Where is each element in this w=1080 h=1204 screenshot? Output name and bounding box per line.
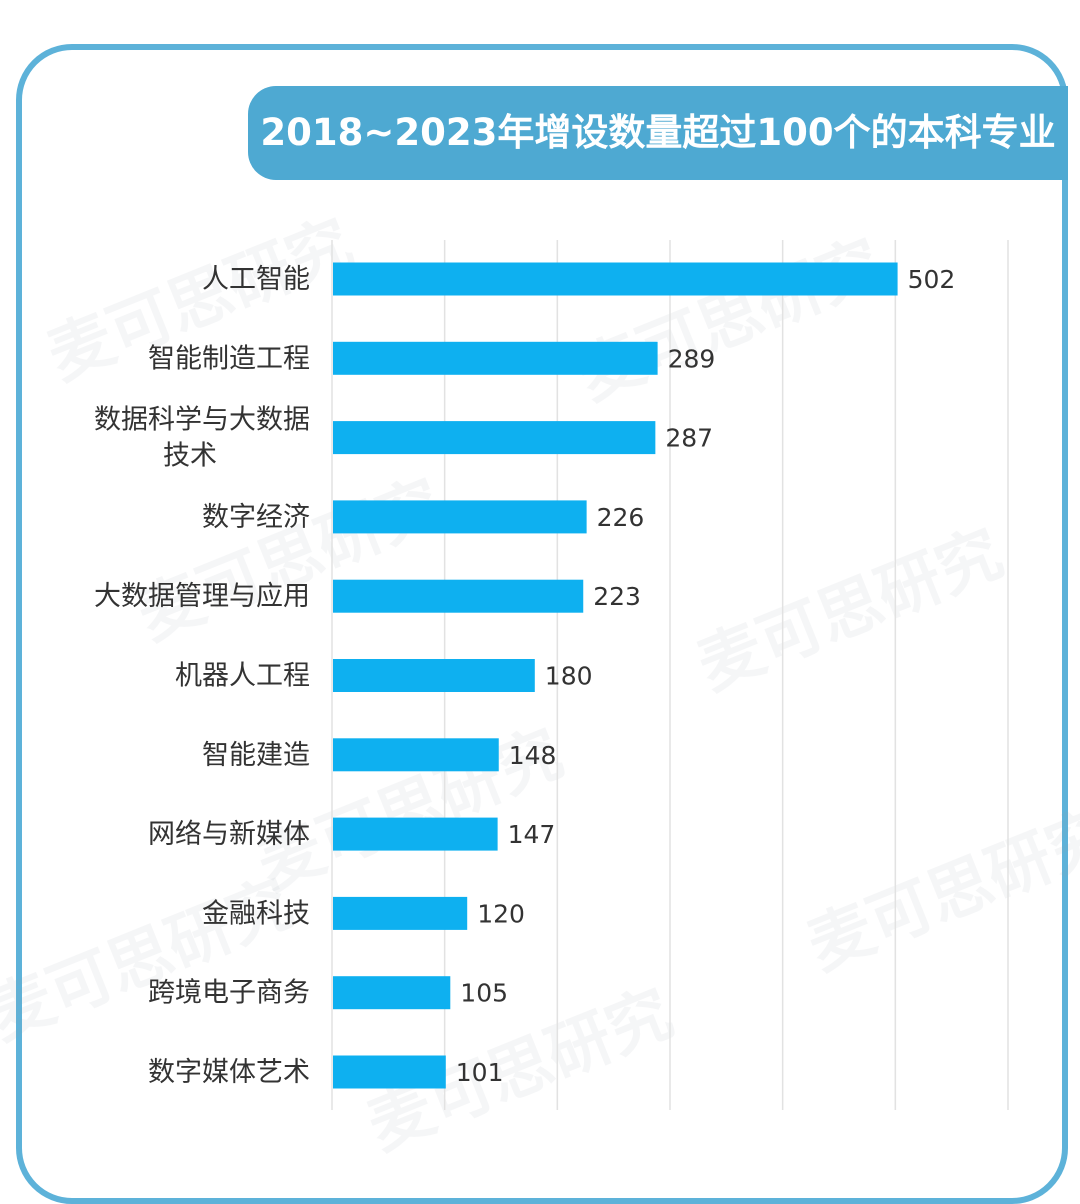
category-label: 机器人工程 — [175, 661, 310, 692]
category-label: 数字媒体艺术 — [148, 1057, 310, 1088]
value-label: 101 — [456, 1058, 504, 1087]
category-label: 数据科学与大数据 — [94, 405, 310, 436]
bars — [333, 262, 898, 1089]
value-label: 105 — [460, 979, 508, 1008]
watermark-text: 麦可思研究 — [568, 226, 892, 414]
value-label: 226 — [597, 503, 645, 532]
category-label: 技术 — [163, 441, 217, 472]
value-label: 120 — [477, 899, 525, 928]
bar — [333, 579, 584, 613]
category-label: 智能制造工程 — [148, 343, 310, 374]
watermark-text: 麦可思研究 — [128, 466, 452, 654]
bar — [333, 817, 498, 851]
bar — [333, 896, 468, 930]
bar — [333, 976, 451, 1010]
value-label: 180 — [545, 662, 593, 691]
grid-lines — [331, 240, 1009, 1110]
value-label: 502 — [908, 265, 956, 294]
bar — [333, 659, 535, 692]
category-label: 网络与新媒体 — [148, 819, 310, 850]
value-label: 289 — [668, 344, 716, 373]
bar — [333, 341, 658, 375]
bar — [333, 421, 656, 455]
value-label: 223 — [593, 582, 641, 611]
category-label: 大数据管理与应用 — [94, 581, 310, 612]
bar — [333, 262, 898, 296]
category-label: 人工智能 — [202, 264, 310, 295]
bar — [333, 500, 587, 534]
bar — [333, 738, 499, 772]
value-label: 147 — [508, 820, 556, 849]
chart-card — [16, 44, 1068, 1204]
watermark-text: 麦可思研究 — [798, 796, 1080, 984]
category-label: 智能建造 — [202, 740, 310, 771]
category-label: 数字经济 — [202, 502, 310, 533]
chart-title: 2018~2023年增设数量超过100个的本科专业 — [248, 86, 1068, 180]
category-label: 跨境电子商务 — [148, 978, 310, 1009]
value-label: 148 — [509, 741, 557, 770]
category-label: 金融科技 — [202, 898, 310, 929]
bar — [333, 1055, 446, 1089]
watermark-text: 麦可思研究 — [0, 866, 303, 1054]
watermark-text: 麦可思研究 — [688, 516, 1012, 704]
value-label: 287 — [665, 424, 713, 453]
